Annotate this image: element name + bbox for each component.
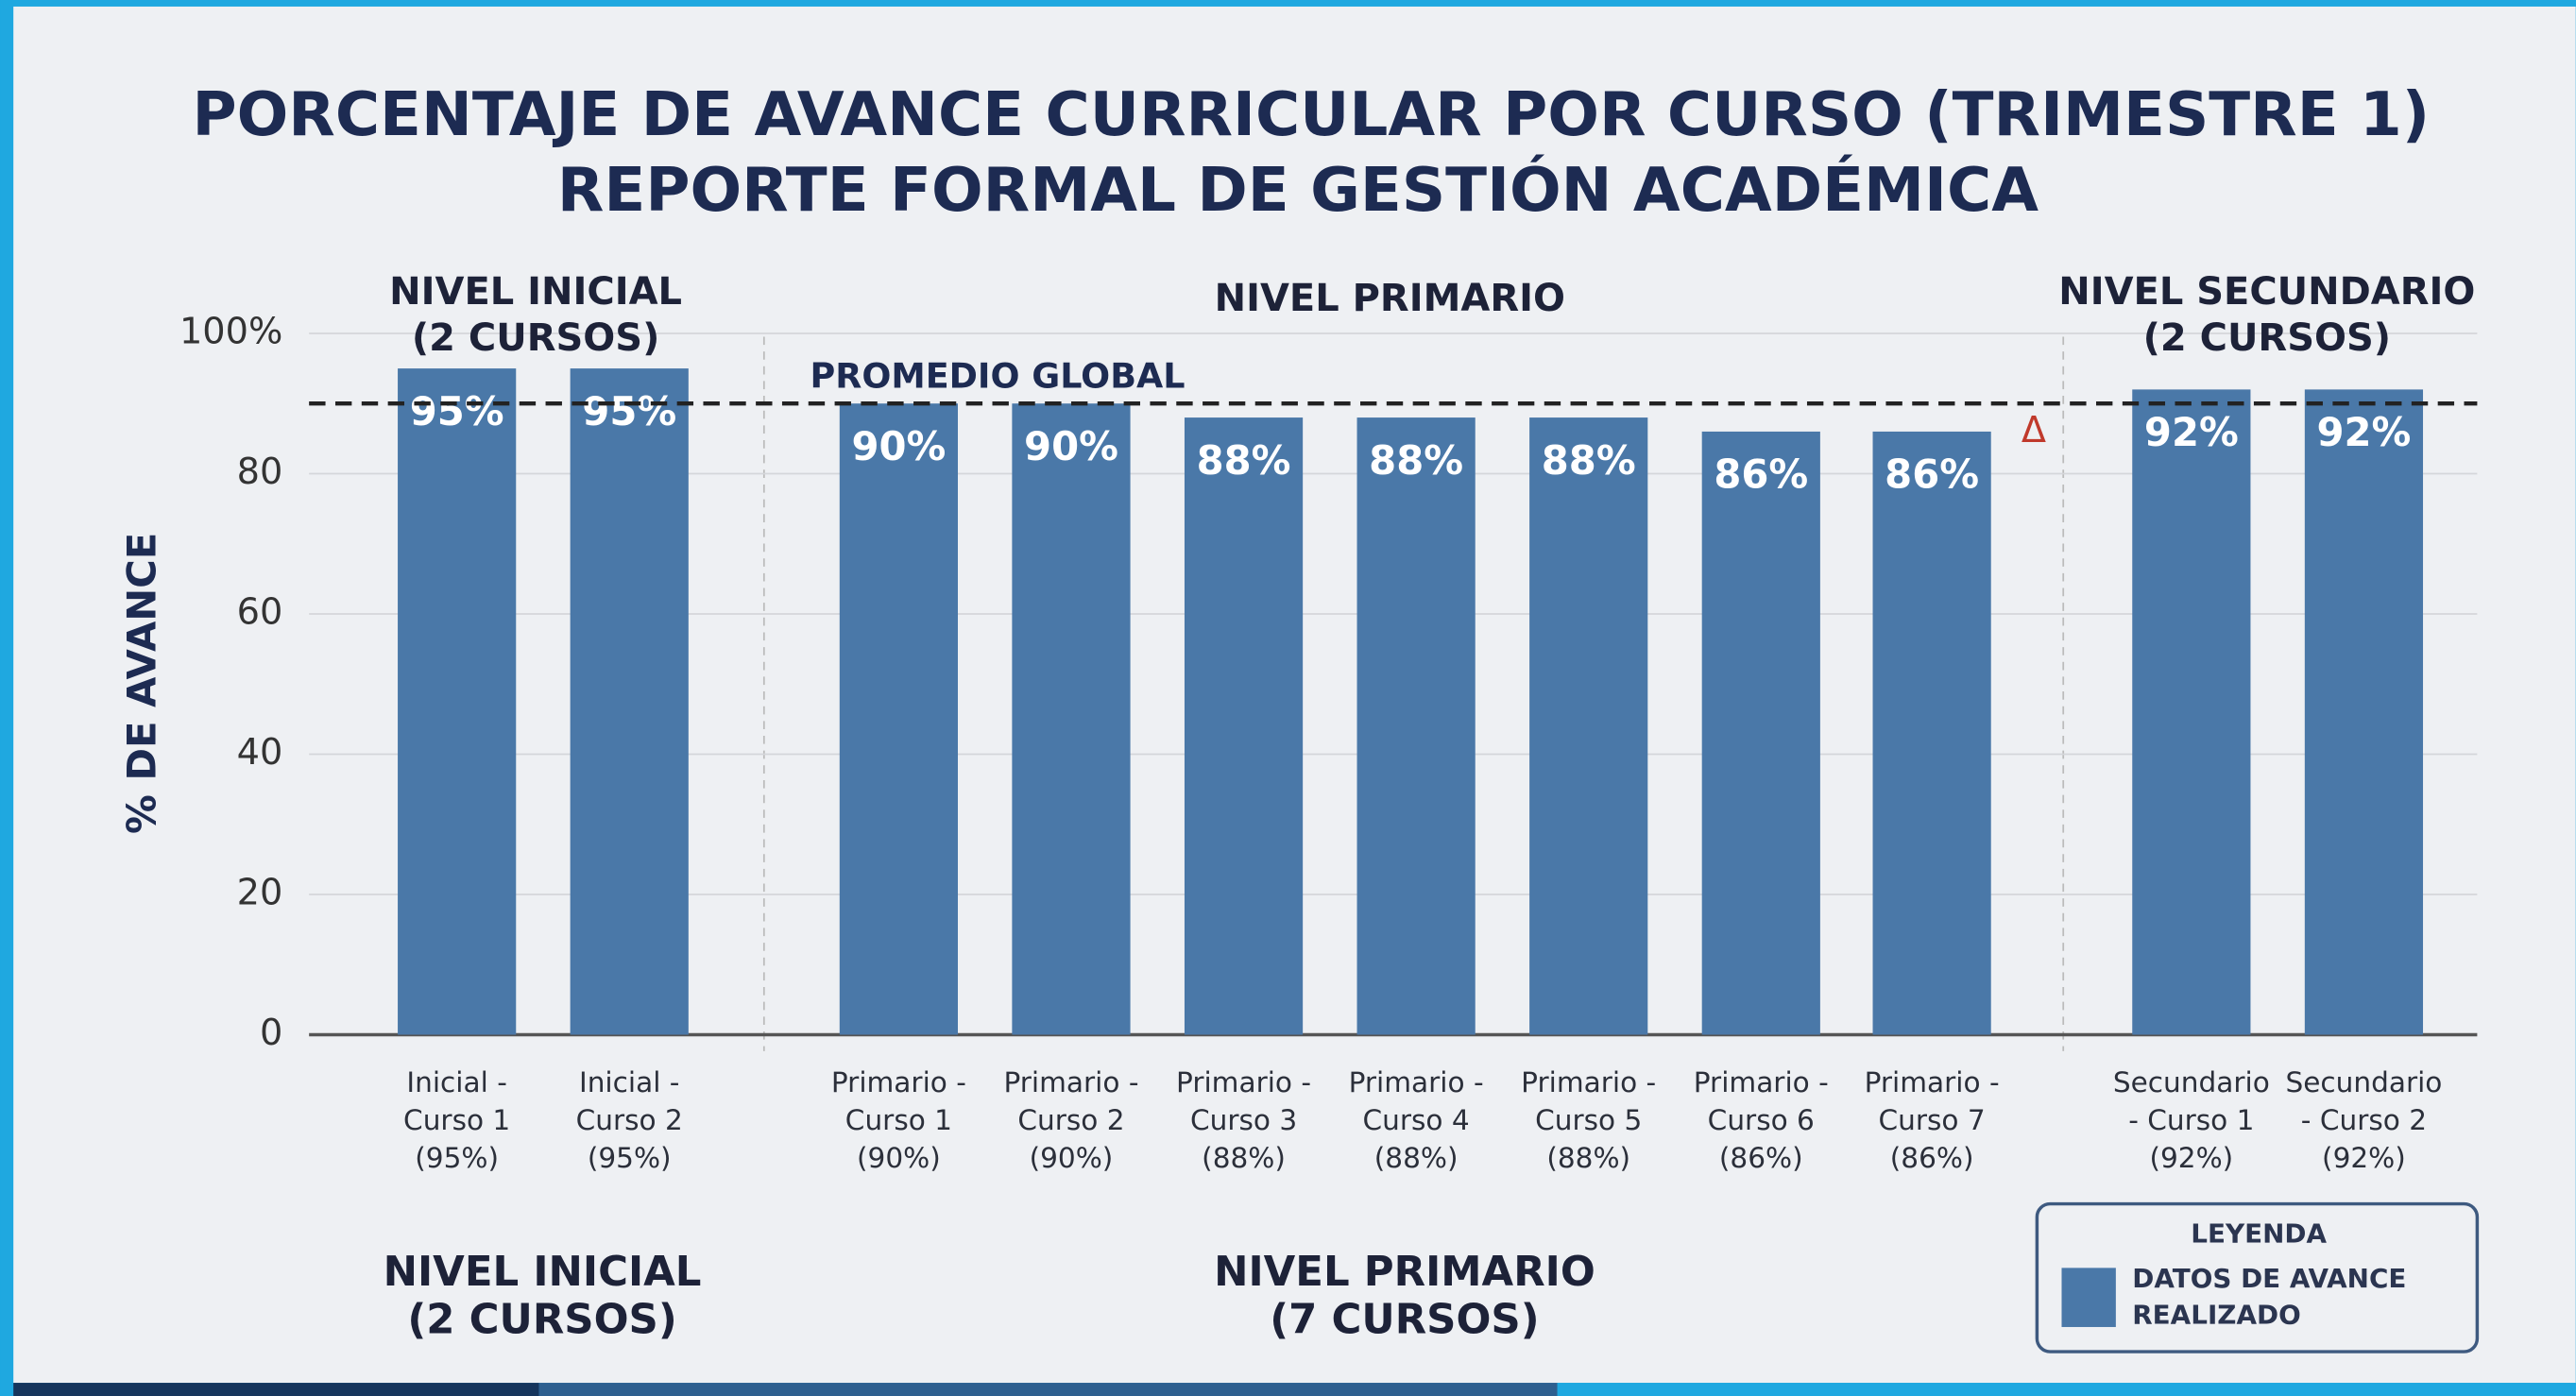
bar [1872, 431, 1991, 1035]
y-tick-label: 20 [237, 871, 283, 913]
y-axis-label: % DE AVANCE [118, 533, 164, 834]
bar [398, 368, 517, 1035]
x-tick-label: Primario - [1003, 1066, 1138, 1098]
data-label: 88% [1197, 437, 1291, 484]
bar [1701, 431, 1820, 1035]
x-tick-label: Primario - [1694, 1066, 1829, 1098]
x-tick-label: Secundario [2285, 1066, 2442, 1098]
bar [2304, 389, 2424, 1035]
x-tick-label: Curso 7 [1879, 1104, 1986, 1136]
reference-label: PROMEDIO GLOBAL [810, 355, 1186, 396]
legend-box [2035, 1201, 2480, 1353]
x-tick-label: - Curso 1 [2128, 1104, 2254, 1136]
x-tick-label: (90%) [857, 1142, 941, 1174]
x-tick-label: (95%) [588, 1142, 672, 1174]
bar [1356, 417, 1476, 1035]
y-tick-label: 40 [237, 731, 283, 774]
data-label: 86% [1885, 451, 1979, 498]
x-tick-label: (90%) [1030, 1142, 1114, 1174]
bar [1184, 417, 1304, 1035]
data-label: 95% [410, 388, 504, 434]
x-tick-label: Inicial - [579, 1066, 679, 1098]
x-tick-label: Curso 2 [576, 1104, 683, 1136]
x-tick-label: (92%) [2149, 1142, 2233, 1174]
data-label: 95% [582, 388, 676, 434]
x-tick-label: Primario - [1176, 1066, 1311, 1098]
strip [13, 1383, 539, 1396]
y-tick-label: 100% [179, 310, 282, 352]
data-label: 88% [1542, 437, 1636, 484]
annotation-marker: Δ [2022, 409, 2046, 451]
footer-group-label: (2 CURSOS) [407, 1296, 676, 1343]
data-label: 88% [1369, 437, 1463, 484]
x-tick-label: Primario - [1349, 1066, 1484, 1098]
x-tick-label: Inicial - [406, 1066, 506, 1098]
chart-title: PORCENTAJE DE AVANCE CURRICULAR POR CURS… [192, 79, 2430, 150]
x-tick-label: (88%) [1374, 1142, 1459, 1174]
group-label: NIVEL INICIAL [389, 270, 682, 314]
bar [570, 368, 689, 1035]
x-tick-label: Primario - [1521, 1066, 1656, 1098]
chart-subtitle: REPORTE FORMAL DE GESTIÓN ACADÉMICA [557, 154, 2039, 226]
legend-swatch [2061, 1268, 2116, 1327]
data-label: 90% [851, 423, 946, 469]
data-label: 92% [2316, 409, 2411, 455]
bar [839, 403, 958, 1035]
group-label: (2 CURSOS) [2143, 316, 2391, 360]
x-tick-label: Curso 3 [1190, 1104, 1297, 1136]
footer-group-label: NIVEL INICIAL [384, 1249, 702, 1296]
x-tick-label: Curso 2 [1017, 1104, 1124, 1136]
x-tick-label: (95%) [415, 1142, 499, 1174]
x-tick-label: Curso 1 [845, 1104, 952, 1136]
strip [538, 1383, 1558, 1396]
bar [1012, 403, 1131, 1035]
x-tick-label: Curso 6 [1708, 1104, 1815, 1136]
x-tick-label: (88%) [1546, 1142, 1630, 1174]
data-label: 90% [1024, 423, 1118, 469]
group-label: (2 CURSOS) [412, 316, 659, 360]
y-tick-label: 0 [260, 1012, 282, 1054]
x-tick-label: - Curso 2 [2301, 1104, 2427, 1136]
x-tick-label: Curso 4 [1363, 1104, 1470, 1136]
group-label: NIVEL SECUNDARIO [2058, 270, 2475, 314]
y-tick-label: 80 [237, 451, 283, 493]
x-tick-label: Secundario [2113, 1066, 2270, 1098]
x-tick-label: Primario - [1865, 1066, 2000, 1098]
bar [1529, 417, 1648, 1035]
x-tick-label: (88%) [1202, 1142, 1286, 1174]
x-tick-label: Curso 5 [1535, 1104, 1642, 1136]
strip [1557, 1383, 2576, 1396]
footer-group-label: (7 CURSOS) [1270, 1296, 1539, 1343]
footer-group-label: NIVEL PRIMARIO [1214, 1249, 1595, 1296]
y-tick-label: 60 [237, 590, 283, 633]
legend-label-box: DATOS DE AVANCE REALIZADO [2132, 1263, 2407, 1331]
data-label: 92% [2144, 409, 2239, 455]
bar [2132, 389, 2251, 1035]
legend-label: DATOS DE AVANCE REALIZADO [2132, 1263, 2407, 1331]
x-tick-label: Primario - [831, 1066, 966, 1098]
x-tick-label: (86%) [1719, 1142, 1803, 1174]
legend-title: LEYENDA [2191, 1218, 2327, 1250]
x-tick-label: (86%) [1890, 1142, 1974, 1174]
x-tick-label: Curso 1 [403, 1104, 510, 1136]
data-label: 86% [1714, 451, 1808, 498]
x-tick-label: (92%) [2322, 1142, 2406, 1174]
group-label: NIVEL PRIMARIO [1215, 277, 1565, 320]
